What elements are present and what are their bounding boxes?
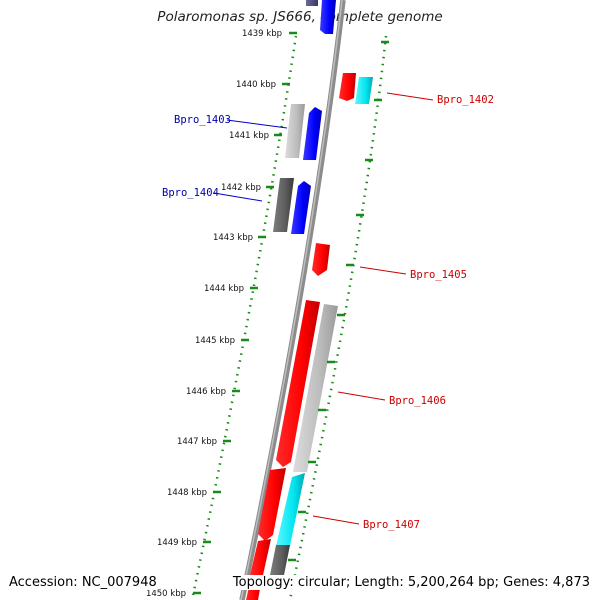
scale-ticks xyxy=(193,31,389,595)
kbp-label-1445: 1445 kbp xyxy=(195,336,235,346)
gene-bpro-1407-cyan xyxy=(276,473,305,546)
label-bpro-1406: Bpro_1406 xyxy=(389,395,446,407)
accession-text: Accession: NC_007948 xyxy=(9,575,157,590)
gene-bpro-1406-red xyxy=(276,300,320,467)
gene-bpro-1407-red xyxy=(258,468,286,541)
gene-bpro-1406-gray xyxy=(293,304,338,472)
gene-bpro-1403-blue xyxy=(303,107,322,160)
genome-backbone xyxy=(239,0,346,600)
kbp-label-1448: 1448 kbp xyxy=(167,488,207,498)
gene-bpro-1402-cyan xyxy=(355,77,373,104)
kbp-label-1449: 1449 kbp xyxy=(157,538,197,548)
map-title: Polaromonas sp. JS666, complete genome xyxy=(157,9,443,25)
kbp-label-1440: 1440 kbp xyxy=(236,80,276,90)
kbp-label-1446: 1446 kbp xyxy=(186,387,226,397)
genome-backbone-highlight xyxy=(240,0,343,600)
gene-bpro-1404-darkgray xyxy=(273,178,294,232)
inner-scale-line xyxy=(190,35,298,600)
kbp-label-1443: 1443 kbp xyxy=(213,233,253,243)
label-bpro-1405: Bpro_1405 xyxy=(410,269,467,281)
label-bpro-1403: Bpro_1403 xyxy=(174,114,231,126)
kbp-label-1439: 1439 kbp xyxy=(242,29,282,39)
gene-lower-red xyxy=(250,539,271,575)
kbp-labels: 1439 kbp 1440 kbp 1441 kbp 1442 kbp 1443… xyxy=(146,29,282,599)
leader-bpro-1403 xyxy=(226,119,288,129)
leader-bpro-1407 xyxy=(312,515,360,525)
leader-bpro-1405 xyxy=(359,266,407,275)
kbp-label-1442: 1442 kbp xyxy=(221,183,261,193)
gene-features xyxy=(246,0,373,600)
kbp-label-1450: 1450 kbp xyxy=(146,589,186,599)
gene-lower-darkgray xyxy=(270,545,290,575)
kbp-label-1441: 1441 kbp xyxy=(229,131,269,141)
outer-scale-line xyxy=(288,35,388,600)
kbp-label-1447: 1447 kbp xyxy=(177,437,217,447)
label-leaders xyxy=(213,92,434,525)
genome-summary-text: Topology: circular; Length: 5,200,264 bp… xyxy=(232,575,590,590)
kbp-label-1444: 1444 kbp xyxy=(204,284,244,294)
label-bpro-1404: Bpro_1404 xyxy=(162,187,219,199)
gene-bpro-1402-red xyxy=(339,73,356,101)
gene-labels: Bpro_1402 Bpro_1403 Bpro_1404 Bpro_1405 … xyxy=(162,94,494,531)
leader-bpro-1406 xyxy=(337,391,386,401)
gene-bpro-1404-blue xyxy=(291,181,311,234)
gene-top-blue xyxy=(320,0,336,34)
gene-bpro-1403-gray xyxy=(285,104,305,158)
gene-top-navy xyxy=(306,0,318,6)
gene-bpro-1405-red xyxy=(312,243,330,276)
leader-bpro-1404 xyxy=(213,192,263,202)
label-bpro-1407: Bpro_1407 xyxy=(363,519,420,531)
leader-bpro-1402 xyxy=(386,92,434,101)
label-bpro-1402: Bpro_1402 xyxy=(437,94,494,106)
